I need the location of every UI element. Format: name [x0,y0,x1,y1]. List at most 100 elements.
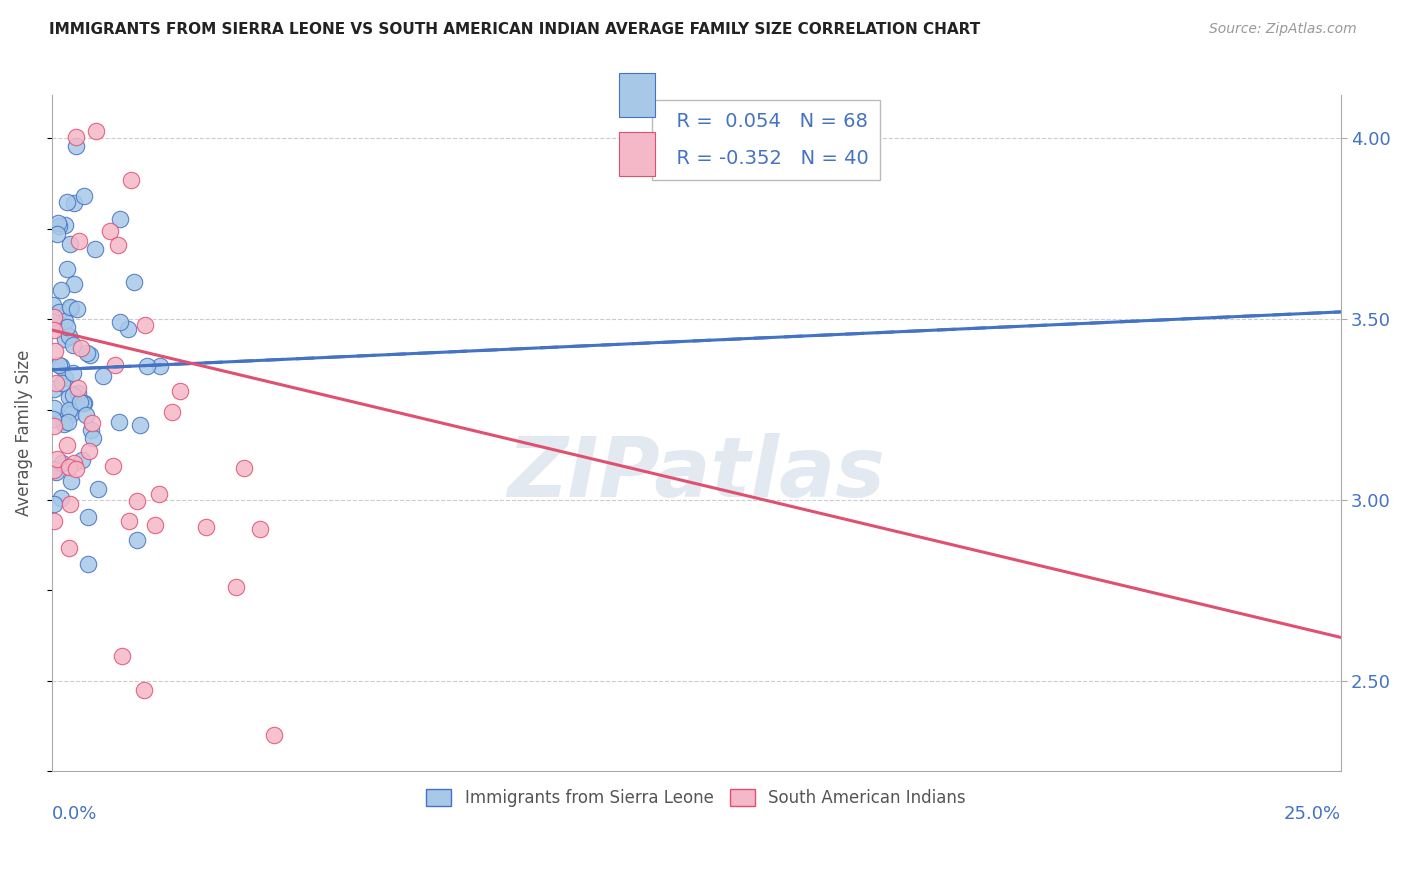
Point [59,301,82,315]
Legend: Immigrants from Sierra Leone, South American Indians: Immigrants from Sierra Leone, South Amer… [419,782,973,814]
Point [107,238,129,252]
Point [51,456,73,470]
Point [118,514,141,528]
Point [225,580,247,594]
Point [48,358,70,372]
Point [145,517,167,532]
Point [51,359,73,374]
Point [59,497,82,511]
Point [111,649,134,664]
Point [56,438,79,452]
Point [58,403,80,417]
Point [56,415,79,429]
Point [233,461,256,475]
Point [60,475,83,489]
Point [108,315,131,329]
Point [42,298,65,312]
Point [69,341,91,355]
Text: 0.0%: 0.0% [52,805,97,823]
Y-axis label: Average Family Size: Average Family Size [15,350,32,516]
Point [125,533,148,548]
Point [70,453,93,467]
Point [63,277,86,291]
Text: IMMIGRANTS FROM SIERRA LEONE VS SOUTH AMERICAN INDIAN AVERAGE FAMILY SIZE CORREL: IMMIGRANTS FROM SIERRA LEONE VS SOUTH AM… [49,22,980,37]
FancyBboxPatch shape [619,132,655,176]
Point [62,456,84,470]
Point [72,396,94,410]
Point [58,460,80,475]
Point [87,482,110,496]
Point [56,320,79,334]
Point [66,386,89,401]
Point [44,497,66,511]
Point [263,728,285,742]
Point [44,344,66,359]
Point [67,235,90,249]
Point [80,424,103,438]
Point [160,405,183,419]
Point [42,382,65,396]
Point [76,346,98,360]
Point [45,465,67,479]
Point [65,138,87,153]
Point [62,366,84,380]
Point [108,415,131,429]
Point [93,368,115,383]
Point [53,218,76,232]
Point [249,522,271,536]
Point [45,376,67,390]
Point [56,195,79,210]
Point [67,381,90,395]
Point [46,227,69,241]
Point [69,395,91,409]
Point [77,557,100,571]
Point [129,418,152,433]
Point [44,462,66,476]
Point [98,224,121,238]
Text: ZIPatlas: ZIPatlas [508,434,886,514]
Point [44,310,66,324]
Point [66,302,89,317]
Point [77,444,100,458]
Point [62,387,84,401]
Point [60,407,83,421]
Point [79,348,101,362]
Point [42,401,65,415]
Point [45,451,67,466]
Point [53,332,76,346]
Point [135,359,157,373]
Point [56,406,79,420]
Point [44,419,66,434]
Point [58,541,80,556]
Point [62,337,84,351]
Point [84,124,107,138]
Point [83,243,105,257]
Point [59,300,82,314]
Point [65,130,87,145]
Point [104,358,127,372]
Point [134,318,156,333]
Point [82,431,104,445]
Text: Source: ZipAtlas.com: Source: ZipAtlas.com [1209,22,1357,37]
Point [169,384,191,398]
Point [73,395,96,409]
Point [59,237,82,252]
Point [103,459,125,474]
Point [56,262,79,277]
Text: 25.0%: 25.0% [1284,805,1340,823]
Point [73,188,96,202]
Point [44,323,66,337]
Point [65,462,87,476]
Point [49,283,72,297]
Point [49,491,72,505]
Point [46,216,69,230]
Point [82,416,104,430]
Point [58,329,80,343]
Point [48,304,70,318]
Point [58,390,80,404]
Point [122,275,145,289]
Text: R =  0.054   N = 68
  R = -0.352   N = 40: R = 0.054 N = 68 R = -0.352 N = 40 [664,112,869,168]
Point [53,417,76,432]
Point [108,212,131,227]
Point [76,510,98,524]
